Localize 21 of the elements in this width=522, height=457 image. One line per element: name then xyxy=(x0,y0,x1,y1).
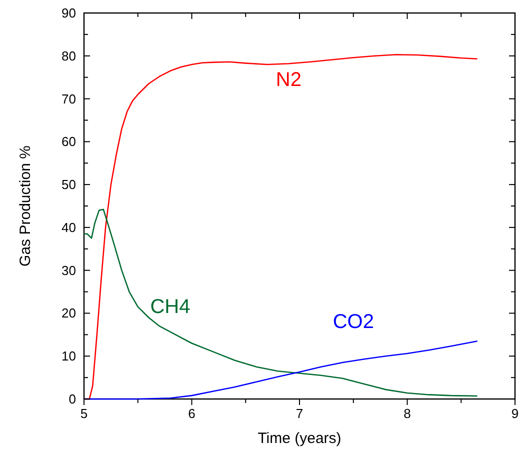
y-tick-label: 70 xyxy=(62,91,76,106)
y-tick-label: 90 xyxy=(62,6,76,20)
x-tick-label: 8 xyxy=(404,406,411,421)
y-tick-label: 0 xyxy=(68,392,76,406)
y-tick-label: 10 xyxy=(62,348,76,364)
y-tick-label: 60 xyxy=(62,134,76,150)
x-tick-label: 7 xyxy=(296,406,304,421)
series-label: N2 xyxy=(276,68,302,91)
y-tick-label: 50 xyxy=(62,177,76,192)
y-axis-title: Gas Production % xyxy=(17,146,34,266)
x-tick-label: 9 xyxy=(511,406,519,421)
series-label: CO2 xyxy=(332,311,374,334)
line-series xyxy=(83,208,478,397)
y-tick-label: 80 xyxy=(62,48,76,64)
x-tick-label: 5 xyxy=(80,406,88,421)
y-tick-label: 30 xyxy=(62,262,76,278)
x-axis-title: Time (years) xyxy=(258,430,342,447)
y-tick-label: 40 xyxy=(62,220,76,235)
series-label: CH4 xyxy=(150,296,190,318)
y-tick-label: 20 xyxy=(62,306,76,321)
x-tick-label: 6 xyxy=(188,406,196,421)
